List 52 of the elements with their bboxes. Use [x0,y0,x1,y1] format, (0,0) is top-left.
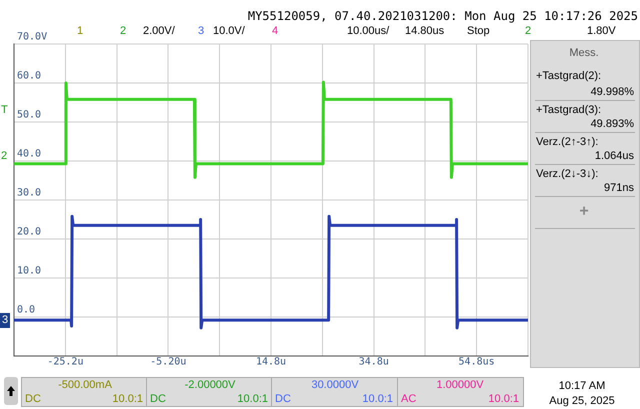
text: DC [275,393,291,406]
x-tick-label: -25.2u [47,356,84,368]
text: Stop [467,25,490,38]
y-tick-label: 40.0 [17,148,42,160]
text: 4 [272,25,278,38]
y-tick-label: 50.0 [17,110,42,121]
text: Aug 25, 2025 [549,395,615,408]
text: 49.998% [590,86,634,99]
text: Verz.(2↑-3↑): [536,136,598,149]
text: 10.0:1 [488,393,519,406]
text: +Tastgrad(3): [536,104,602,117]
text: MY55120059, 07.40.2021031200: Mon Aug 25 10:17:26 2025 [248,9,638,23]
text: 2 [525,25,532,38]
text: 1.80V [587,25,616,38]
x-tick-label: -5.20u [150,356,186,368]
text: 10.0:1 [112,393,143,406]
x-tick-label: 14.8u [256,356,286,368]
text: 3 [198,25,204,38]
y-tick-label: 60.0 [17,70,42,82]
text: -2.00000V [184,379,236,392]
x-tick-label: 34.8u [358,356,389,368]
text: 971ns [604,182,634,195]
text: 14.80us [405,25,444,38]
text: 1 [77,25,84,38]
text: -500.00mA [58,379,112,392]
text: DC [150,393,166,406]
text: 10.0:1 [362,393,393,406]
text: 10.0:1 [237,393,268,406]
text: Mess. [569,47,599,60]
text: 49.893% [590,118,634,131]
x-tick-label: 54.8us [458,356,495,368]
y-tick-label: 10.0 [17,266,42,277]
text: 10.00us/ [347,25,390,38]
text: T [1,104,8,117]
text: 10:17 AM [558,380,606,393]
y-tick-label: 20.0 [17,226,42,238]
text: DC [25,393,41,406]
y-tick-label: 0.0 [17,304,36,316]
text: AC [401,393,416,406]
text: +Tastgrad(2): [536,70,602,83]
text: 1.00000V [436,379,484,392]
text: 2 [1,150,8,163]
text: + [579,203,589,220]
y-tick-label: 70.0V [17,32,48,43]
text: Verz.(2↓-3↓): [536,168,598,181]
text: 2.00V/ [143,25,175,38]
y-tick-label: 30.0 [17,188,42,199]
text: 3 [0,313,10,328]
text: 1.064us [594,150,634,163]
text: 30.0000V [311,379,359,392]
text: 10.0V/ [213,25,245,38]
text: 2 [120,25,126,38]
